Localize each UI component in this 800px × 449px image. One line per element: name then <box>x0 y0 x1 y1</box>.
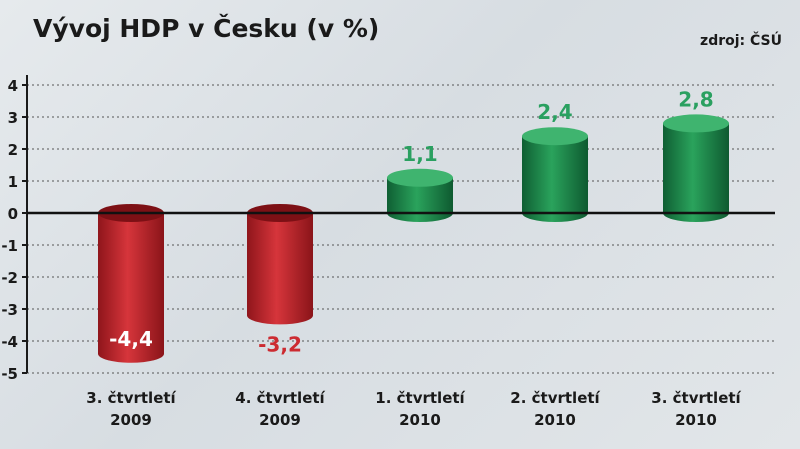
y-tick-label: -3 <box>1 301 18 319</box>
data-label: -3,2 <box>258 332 302 356</box>
bar <box>663 114 729 222</box>
data-label: 2,8 <box>678 87 713 111</box>
y-tick-label: -2 <box>1 269 18 287</box>
x-tick-label: 2010 <box>399 411 441 429</box>
y-tick-label: -5 <box>1 365 18 383</box>
data-label: -4,4 <box>109 327 153 351</box>
x-tick-label: 2009 <box>110 411 152 429</box>
bar <box>387 168 453 222</box>
x-tick-label: 3. čtvrtletí <box>651 389 741 407</box>
data-label: 1,1 <box>402 142 437 166</box>
y-tick-label: -1 <box>1 237 18 255</box>
y-tick-label: -4 <box>1 333 18 351</box>
x-tick-label: 2. čtvrtletí <box>510 389 600 407</box>
x-tick-label: 4. čtvrtletí <box>235 389 325 407</box>
x-tick-label: 1. čtvrtletí <box>375 389 465 407</box>
data-label: 2,4 <box>537 100 572 124</box>
chart-title: Vývoj HDP v Česku (v %) <box>33 14 380 43</box>
y-tick-label: 3 <box>8 109 18 127</box>
bar-top <box>387 168 453 187</box>
source-note: zdroj: ČSÚ <box>700 33 782 49</box>
x-tick-label: 2010 <box>534 411 576 429</box>
y-tick-label: 0 <box>8 205 18 223</box>
y-tick-label: 2 <box>8 141 18 159</box>
y-tick-label: 1 <box>8 173 18 191</box>
bar <box>522 127 588 222</box>
x-tick-label: 2009 <box>259 411 301 429</box>
x-tick-label: 2010 <box>675 411 717 429</box>
bar-body <box>98 213 164 363</box>
bar-body <box>247 213 313 325</box>
bar-body <box>663 123 729 222</box>
bar-top <box>663 114 729 133</box>
x-tick-label: 3. čtvrtletí <box>86 389 176 407</box>
bar-top <box>522 127 588 146</box>
bar-body <box>522 136 588 222</box>
y-tick-label: 4 <box>8 77 18 95</box>
bar-body <box>387 177 453 222</box>
bar <box>247 204 313 325</box>
